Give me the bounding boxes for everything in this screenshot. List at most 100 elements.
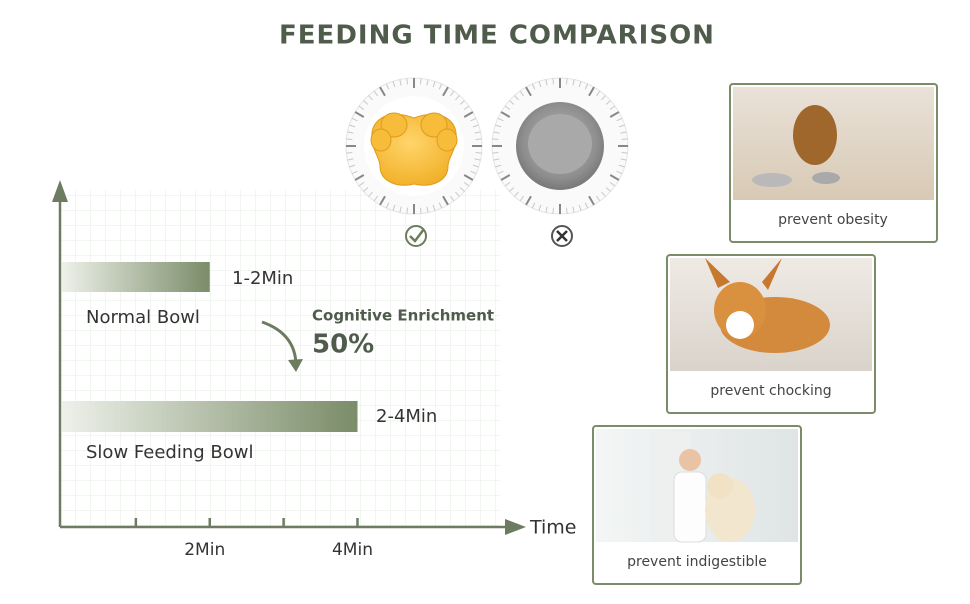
cross-icon — [551, 225, 573, 247]
dial-tick — [509, 187, 515, 192]
paw-bowl — [364, 96, 464, 196]
dial-tick — [565, 207, 568, 214]
dial-tick — [525, 86, 532, 97]
dial-tick — [596, 90, 601, 97]
panel: prevent chocking — [666, 254, 876, 414]
dial-tick — [474, 158, 481, 161]
dial-tick — [500, 174, 511, 181]
dial-tick — [492, 151, 499, 154]
dial-tick — [450, 195, 455, 202]
value-label: 2-4Min — [376, 406, 437, 427]
dial-tick — [442, 195, 449, 206]
category-label: Normal Bowl — [86, 307, 200, 328]
dial-tick — [368, 95, 373, 101]
dial-tick — [545, 79, 548, 86]
dial-tick — [392, 204, 396, 211]
dial-tick — [588, 86, 595, 97]
dial-tick — [618, 124, 625, 128]
normal-bowl-icon — [516, 102, 604, 190]
dial-tick — [472, 124, 479, 128]
dial-tick — [601, 95, 606, 101]
dial-tick — [399, 206, 402, 213]
dial-tick — [538, 81, 542, 88]
dial-tick — [438, 83, 443, 90]
dial-tick — [463, 111, 474, 118]
panel-caption: prevent chocking — [710, 383, 831, 399]
dial-tick — [470, 170, 477, 175]
dial-tick — [351, 170, 358, 175]
dial-tick — [349, 164, 356, 168]
bar — [62, 401, 358, 432]
bar — [62, 262, 210, 292]
dial-tick — [455, 95, 460, 101]
dial-tick — [475, 151, 482, 154]
dial-tick — [609, 182, 616, 187]
dial-tick — [438, 202, 443, 209]
dial-tick — [419, 207, 422, 214]
dial-tick — [552, 207, 555, 214]
dial-tick — [509, 100, 515, 105]
dial-tick — [373, 90, 378, 97]
dial-tick — [351, 117, 358, 122]
value-label: 1-2Min — [232, 268, 293, 289]
dial-tick — [442, 86, 449, 97]
dial-tick — [406, 78, 409, 85]
dial-tick — [495, 124, 502, 128]
dial-tick — [347, 158, 354, 161]
dial-tick — [432, 204, 436, 211]
dial-tick — [616, 117, 623, 122]
dial-tick — [346, 138, 353, 141]
dial-tick — [531, 83, 536, 90]
dial-tick — [379, 195, 386, 206]
dial-tick — [504, 105, 511, 110]
dial-tick — [492, 138, 499, 141]
dial-tick — [584, 83, 589, 90]
dial-tick — [514, 95, 519, 101]
dial-tick — [385, 202, 390, 209]
dial-tick — [354, 174, 365, 181]
dial-tick — [531, 202, 536, 209]
dial-tick — [605, 100, 611, 105]
dial-tick — [463, 105, 470, 110]
dial-tick — [572, 79, 575, 86]
category-label: Slow Feeding Bowl — [86, 442, 253, 463]
panel-caption: prevent indigestible — [627, 554, 767, 570]
dial-tick — [346, 151, 353, 154]
dial-tick — [601, 191, 606, 197]
dial-tick — [373, 195, 378, 202]
dial-tick — [525, 195, 532, 206]
dial-tick — [519, 90, 524, 97]
dial-tick — [363, 100, 369, 105]
dial-tick — [572, 206, 575, 213]
x-tick-label: 4Min — [332, 540, 373, 560]
dial-tick — [358, 182, 365, 187]
dial-tick — [609, 111, 620, 118]
dial-tick — [474, 131, 481, 134]
x-axis-label: Time — [529, 517, 577, 539]
dial-tick — [472, 164, 479, 168]
dial-tick — [584, 202, 589, 209]
dial-tick — [495, 164, 502, 168]
dial-tick — [578, 81, 582, 88]
dial-tick — [463, 174, 474, 181]
dial-tick — [450, 90, 455, 97]
dial-tick — [493, 158, 500, 161]
x-axis-arrow — [505, 519, 526, 535]
annotation: Cognitive Enrichment — [312, 307, 494, 325]
dial-tick — [426, 79, 429, 86]
dial-tick — [392, 81, 396, 88]
dial-tick — [552, 78, 555, 85]
dial-tick — [349, 124, 356, 128]
dial-tick — [545, 206, 548, 213]
panel: prevent obesity — [729, 83, 938, 243]
dial-tick — [470, 117, 477, 122]
dial-tick — [596, 195, 601, 202]
panel-caption: prevent obesity — [778, 212, 888, 228]
dial-tick — [609, 174, 620, 181]
dial-tick — [493, 131, 500, 134]
dial-tick — [618, 164, 625, 168]
annotation-percent: 50% — [312, 330, 374, 360]
dial-tick — [621, 138, 628, 141]
dial-tick — [497, 170, 504, 175]
